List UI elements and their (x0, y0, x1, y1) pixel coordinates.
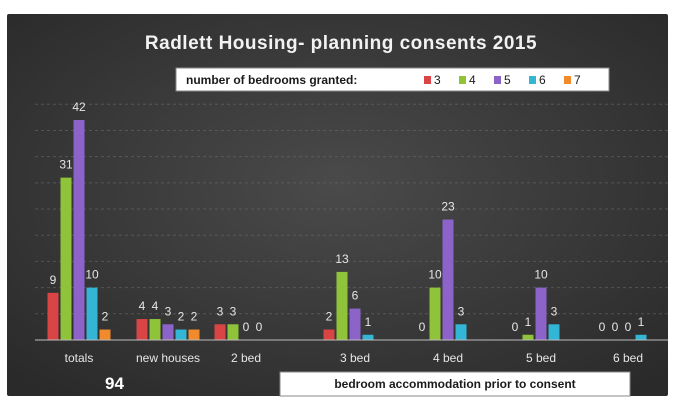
bar (227, 324, 239, 340)
data-label: 4 (139, 299, 146, 313)
data-label: 2 (326, 310, 333, 324)
data-label: 0 (419, 320, 426, 334)
annotation-number: 94 (105, 374, 124, 393)
bar (349, 308, 361, 340)
data-label: 31 (59, 158, 73, 172)
x-tick-label: 4 bed (433, 351, 463, 365)
data-label: 4 (152, 299, 159, 313)
data-label: 23 (441, 200, 455, 214)
bar (60, 177, 72, 340)
bar (522, 334, 534, 340)
data-label: 3 (165, 304, 172, 318)
x-tick-label: 2 bed (231, 351, 261, 365)
bar (336, 271, 348, 340)
legend-label: 3 (434, 73, 441, 87)
bar (162, 324, 174, 340)
data-label: 1 (525, 315, 532, 329)
data-label: 3 (230, 304, 237, 318)
bar (149, 319, 161, 340)
data-label: 6 (352, 289, 359, 303)
bar (214, 324, 226, 340)
data-label: 9 (50, 273, 57, 287)
bar (136, 319, 148, 340)
x-tick-label: new houses (136, 351, 200, 365)
data-label: 2 (178, 310, 185, 324)
data-label: 2 (102, 310, 109, 324)
legend-swatch (529, 76, 536, 84)
legend-label: 4 (469, 73, 476, 87)
legend-swatch (424, 76, 431, 84)
legend-swatch (459, 76, 466, 84)
x-tick-label: 3 bed (340, 351, 370, 365)
bar (73, 120, 85, 340)
bars (47, 120, 647, 340)
data-label: 0 (599, 320, 606, 334)
legend-swatch (564, 76, 571, 84)
legend-label: 6 (539, 73, 546, 87)
data-label: 42 (72, 100, 86, 114)
data-label: 3 (458, 304, 465, 318)
x-axis-title-box (279, 371, 631, 397)
data-label: 0 (612, 320, 619, 334)
legend-label: 5 (504, 73, 511, 87)
data-label: 3 (217, 304, 224, 318)
bar (86, 287, 98, 340)
x-tick-labels: totals new houses 2 bed 3 bed 4 bed 5 bed 6 be… (65, 351, 643, 365)
legend-title: number of bedrooms granted: (186, 73, 357, 87)
data-label: 0 (243, 320, 250, 334)
x-axis-title: bedroom accommodation prior to consent (334, 377, 575, 391)
data-label: 2 (191, 310, 198, 324)
data-label: 13 (335, 252, 349, 266)
bar (47, 292, 59, 340)
bar (548, 324, 560, 340)
data-label: 3 (551, 304, 558, 318)
legend: number of bedrooms granted: 3 4 5 6 7 (175, 67, 610, 92)
data-label: 0 (256, 320, 263, 334)
data-label: 0 (625, 320, 632, 334)
legend-items: 3 4 5 6 7 (424, 73, 581, 87)
legend-swatch (494, 76, 501, 84)
data-label: 1 (638, 315, 645, 329)
bar (455, 324, 467, 340)
data-label: 10 (85, 268, 99, 282)
bar (635, 334, 647, 340)
bar (429, 287, 441, 340)
x-tick-label: 5 bed (526, 351, 556, 365)
data-label: 0 (512, 320, 519, 334)
x-tick-label: totals (65, 351, 94, 365)
bar (362, 334, 374, 340)
legend-box (175, 67, 610, 92)
bar (535, 287, 547, 340)
bar (323, 329, 335, 340)
chart-title: Radlett Housing- planning consents 2015 (145, 33, 537, 54)
x-tick-label: 6 bed (613, 351, 643, 365)
bar (188, 329, 200, 340)
bar (175, 329, 187, 340)
bar (99, 329, 111, 340)
data-label: 10 (534, 268, 548, 282)
data-label: 10 (428, 268, 442, 282)
bar (442, 219, 454, 340)
chart-background (7, 14, 668, 396)
legend-label: 7 (574, 73, 581, 87)
data-label: 1 (365, 315, 372, 329)
